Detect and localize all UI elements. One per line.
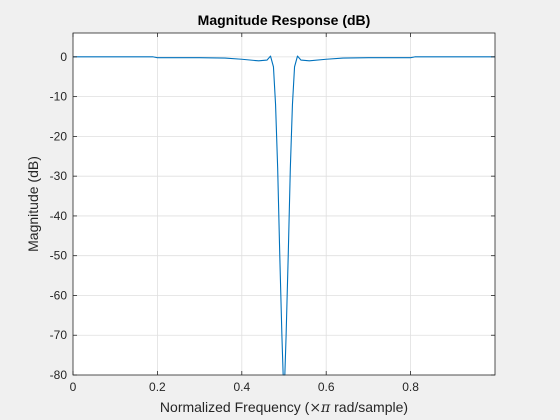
x-tick-label: 0.4 bbox=[233, 380, 250, 394]
y-tick-label: -70 bbox=[50, 328, 68, 342]
y-axis-label: Magnitude (dB) bbox=[25, 156, 41, 252]
y-tick-label: -10 bbox=[50, 90, 68, 104]
chart-title: Magnitude Response (dB) bbox=[198, 12, 371, 28]
x-tick-label: 0.8 bbox=[402, 380, 419, 394]
plot-area-frame bbox=[72, 32, 496, 376]
x-tick-labels: 0 0.2 0.4 0.6 0.8 bbox=[70, 380, 420, 394]
grid-lines bbox=[73, 33, 495, 375]
y-tick-label: -40 bbox=[50, 209, 68, 223]
y-tick-label: -30 bbox=[50, 169, 68, 183]
y-tick-label: -20 bbox=[50, 129, 68, 143]
y-tick-labels: 0 -10 -20 -30 -40 -50 -60 -70 -80 bbox=[50, 50, 68, 382]
x-axis-label-suffix: rad/sample) bbox=[330, 399, 408, 415]
x-tick-label: 0.6 bbox=[318, 380, 335, 394]
y-tick-label: -80 bbox=[50, 368, 68, 382]
x-axis-label-symbol: ×π bbox=[309, 400, 331, 416]
x-axis-label: Normalized Frequency (×π rad/sample) bbox=[160, 399, 408, 416]
x-tick-label: 0 bbox=[70, 380, 77, 394]
x-tick-label: 0.2 bbox=[149, 380, 166, 394]
x-axis-label-prefix: Normalized Frequency ( bbox=[160, 399, 310, 415]
y-tick-label: -60 bbox=[50, 288, 68, 302]
y-tick-label: 0 bbox=[60, 50, 67, 64]
plot-area-background bbox=[73, 33, 495, 375]
y-tick-label: -50 bbox=[50, 249, 68, 263]
tick-marks bbox=[72, 33, 495, 376]
